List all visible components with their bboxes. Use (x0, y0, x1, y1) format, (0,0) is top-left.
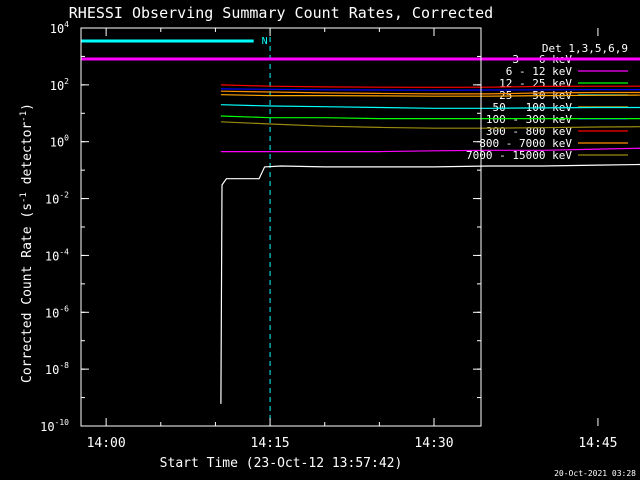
series-line-0 (220, 163, 640, 404)
legend-label-5: 100 - 300 keV (486, 113, 572, 126)
y-tick-label-0: 10-10 (40, 418, 69, 434)
series-line-8 (220, 121, 640, 129)
series-line-6 (220, 84, 640, 88)
series-line-7 (220, 90, 640, 95)
series-line-3 (220, 104, 640, 109)
y-tick-label-7: 104 (50, 20, 69, 36)
legend-label-8: 7000 - 15000 keV (466, 149, 572, 162)
y-axis-label: Corrected Count Rate (s-1 detector-1) (19, 103, 35, 383)
y-tick-label-4: 10-2 (45, 191, 69, 207)
footer-date: 20-Oct-2021 03:28 (554, 469, 636, 478)
x-tick-label-1: 14:15 (251, 436, 290, 451)
x-tick-label-3: 14:45 (578, 436, 617, 451)
series-line-5 (220, 88, 640, 91)
series-line-2 (220, 115, 640, 120)
plot-axes: 10-10 10-8 10-6 10-4 10-2 100 102 104 14:00 14:15… (40, 20, 617, 451)
legend-title: Det 1,3,5,6,9 (542, 42, 628, 55)
chart-title: RHESSI Observing Summary Count Rates, Co… (69, 4, 493, 22)
legend-label-1: 6 - 12 keV (506, 65, 573, 78)
y-tick-label-2: 10-6 (45, 304, 69, 320)
legend-label-7: 800 - 7000 keV (479, 137, 572, 150)
series-line-4 (220, 94, 640, 97)
y-tick-label-5: 100 (50, 134, 69, 150)
y-tick-label-6: 102 (50, 77, 69, 93)
y-tick-label-3: 10-4 (45, 247, 69, 263)
y-tick-label-1: 10-8 (45, 361, 69, 377)
night-label: N (262, 36, 268, 47)
x-axis-label: Start Time (23-Oct-12 13:57:42) (160, 456, 403, 471)
x-tick-label-2: 14:30 (414, 436, 453, 451)
plot-marks: NFA0A1 (81, 28, 640, 426)
x-tick-label-0: 14:00 (87, 436, 126, 451)
series-line-1 (220, 147, 640, 153)
